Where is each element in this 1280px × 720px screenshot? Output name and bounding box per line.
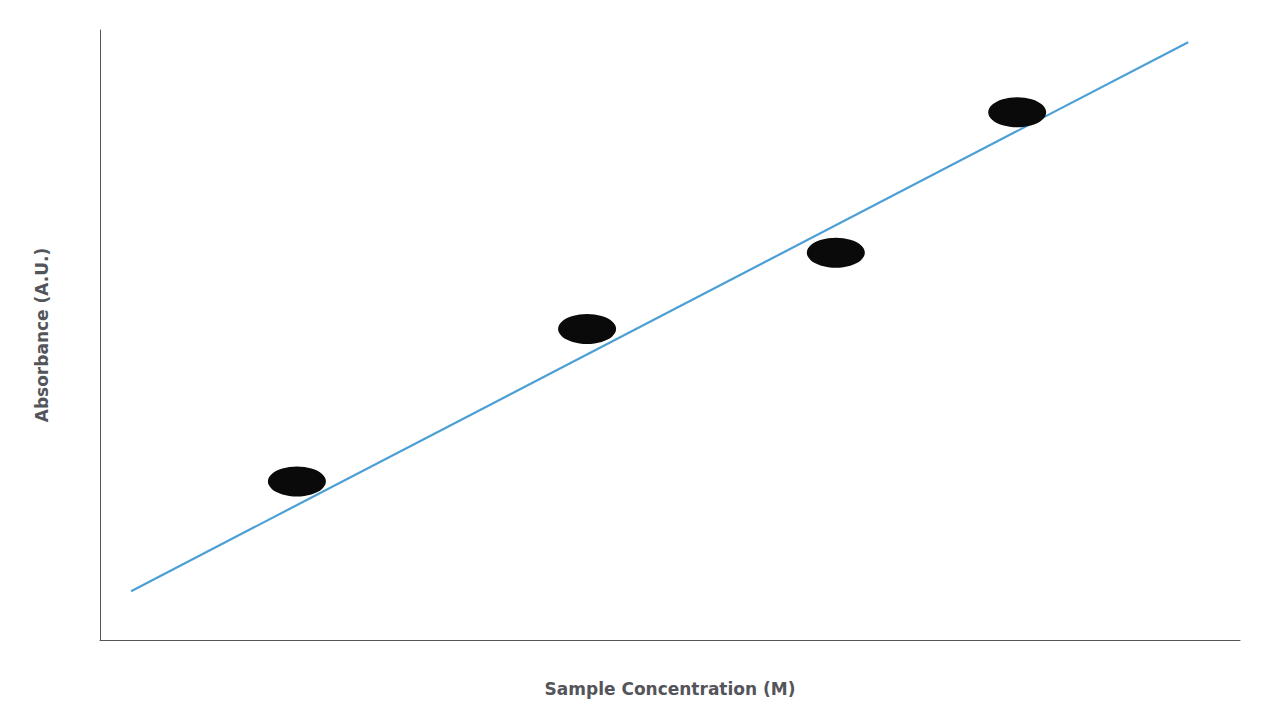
svg-text:Absorbance (A.U.): Absorbance (A.U.): [32, 248, 52, 423]
svg-text:Sample Concentration (M): Sample Concentration (M): [545, 679, 796, 699]
